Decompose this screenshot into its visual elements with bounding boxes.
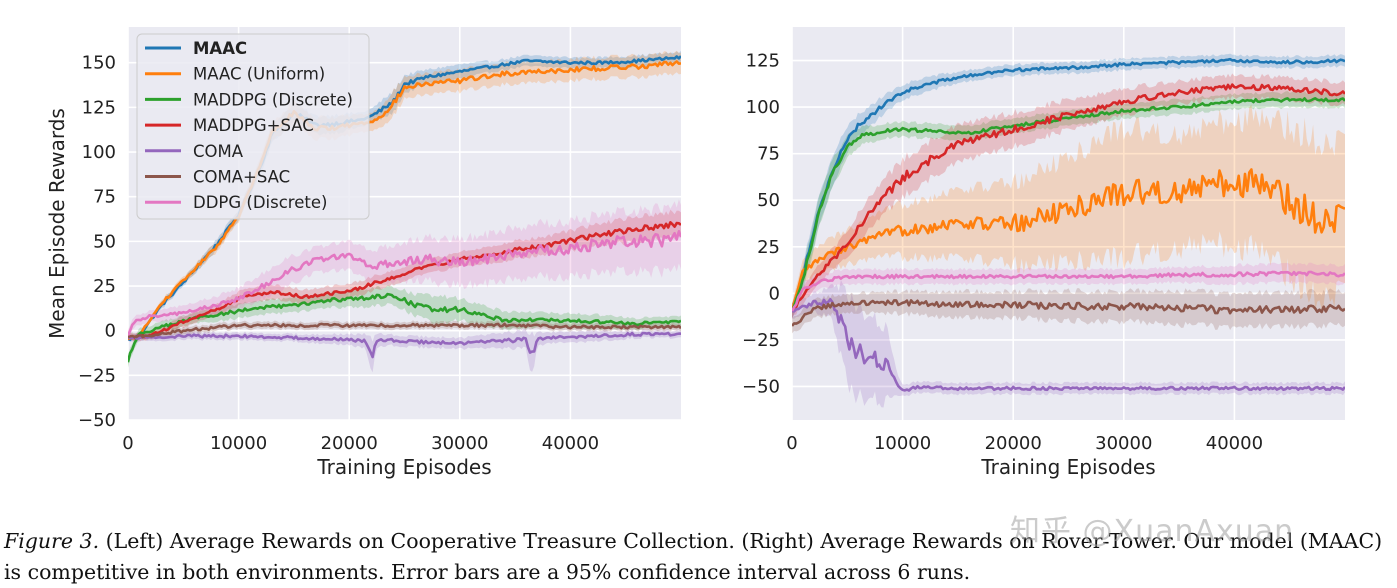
legend-label-maac: MAAC (193, 39, 247, 58)
right-chart: 0 10000 20000 30000 40000 −50 −25 0 25 50 75 100 125… (742, 27, 1345, 479)
left-band-ddpg-discrete (128, 199, 681, 341)
right-x-tick-label: 10000 (874, 433, 931, 454)
left-y-tick-label: 75 (93, 187, 116, 208)
right-series-coma (792, 297, 1345, 392)
right-series-group (792, 53, 1345, 408)
left-y-axis-label: Mean Episode Rewards (45, 108, 69, 339)
left-y-tick-label: 100 (82, 142, 116, 163)
legend-label-maac-uniform: MAAC (Uniform) (193, 65, 325, 84)
left-y-tick-label: −50 (78, 410, 116, 431)
legend-box (136, 33, 370, 220)
legend-label-ddpg-discrete: DDPG (Discrete) (193, 193, 327, 212)
left-series-maac-uniform (128, 60, 681, 341)
caption-text: (Left) Average Rewards on Cooperative Tr… (4, 529, 1383, 584)
left-x-tick-label: 30000 (431, 433, 488, 454)
left-y-tick-label: 0 (105, 321, 116, 342)
left-series-ddpg-discrete (128, 230, 681, 336)
left-y-tick-label: −25 (78, 365, 116, 386)
right-y-tick-label: −50 (742, 376, 780, 397)
left-chart: 0 10000 20000 30000 40000 −50 −25 0 25 50 75 100 125… (45, 27, 681, 479)
right-series-maac (792, 57, 1345, 312)
right-series-ddpg-discrete (792, 270, 1345, 312)
right-y-tick-label: 75 (757, 144, 780, 165)
left-series-group (128, 50, 681, 373)
left-series-maddpg-sac (128, 221, 681, 340)
left-x-tick-label: 10000 (210, 433, 267, 454)
figure-caption: Figure 3. (Left) Average Rewards on Coop… (4, 526, 1394, 588)
right-y-tick-label: 100 (746, 97, 780, 118)
legend-label-maddpg-discrete: MADDPG (Discrete) (193, 90, 353, 109)
right-y-tick-label: 50 (757, 190, 780, 211)
left-x-tick-label: 0 (122, 433, 133, 454)
legend-label-coma: COMA (193, 142, 244, 161)
legend-label-coma-sac: COMA+SAC (193, 168, 290, 187)
right-series-maddpg-sac (792, 83, 1345, 312)
right-band-coma (792, 279, 1345, 408)
left-series-coma-sac (128, 322, 681, 339)
left-series-maddpg-discrete (128, 292, 681, 363)
right-y-tick-label: −25 (742, 330, 780, 351)
right-x-tick-label: 30000 (1095, 433, 1152, 454)
left-y-tick-label: 125 (82, 97, 116, 118)
right-series-maddpg-discrete (792, 97, 1345, 312)
left-y-tick-label: 150 (82, 53, 116, 74)
left-x-tick-label: 40000 (542, 433, 599, 454)
left-series-coma (128, 331, 681, 359)
right-x-tick-label: 20000 (985, 433, 1042, 454)
right-series-coma-sac (792, 299, 1345, 327)
right-y-tick-label: 125 (746, 51, 780, 72)
left-x-axis-label: Training Episodes (316, 455, 491, 479)
left-y-tick-label: 50 (93, 231, 116, 252)
right-band-maddpg-sac (792, 73, 1345, 319)
right-y-tick-label: 25 (757, 237, 780, 258)
right-x-tick-label: 40000 (1206, 433, 1263, 454)
figure-charts: 0 10000 20000 30000 40000−50−250255075100125… (45, 27, 1345, 479)
right-plot-area (792, 27, 1345, 420)
left-y-tick-label: 25 (93, 276, 116, 297)
caption-figure-label: Figure 3. (4, 529, 100, 553)
right-x-tick-label: 0 (786, 433, 797, 454)
right-y-tick-label: 0 (769, 283, 780, 304)
left-x-tick-label: 20000 (321, 433, 378, 454)
right-band-coma-sac (792, 288, 1345, 334)
watermark: 知乎 @XuanAxuan (1010, 514, 1295, 549)
right-x-axis-label: Training Episodes (980, 455, 1155, 479)
right-series-maac-uniform (792, 168, 1345, 312)
legend-label-maddpg-sac: MADDPG+SAC (193, 116, 314, 135)
legend: MAAC MAAC (Uniform) MADDPG (Discrete) MADDP… (136, 33, 370, 220)
